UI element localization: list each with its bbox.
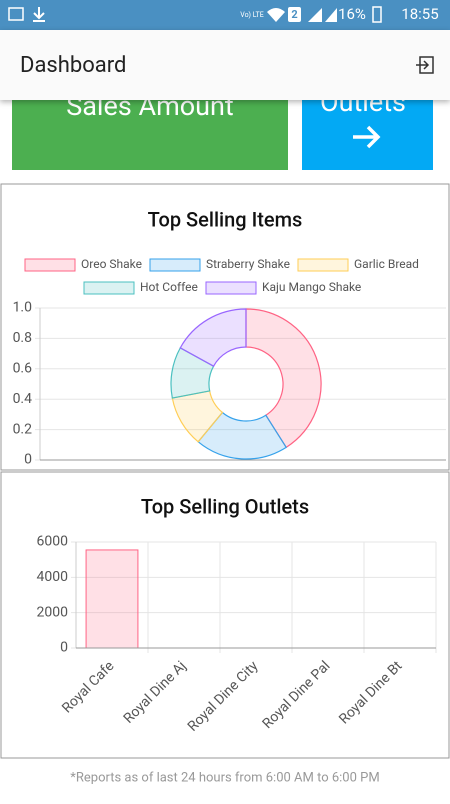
battery-text: 16% bbox=[338, 5, 366, 23]
app-title: Dashboard bbox=[20, 53, 126, 78]
legend-label: Straberry Shake bbox=[206, 257, 290, 271]
logout-arrow bbox=[416, 60, 430, 70]
gallery-icon bbox=[8, 7, 24, 21]
y-tick-label: 0 bbox=[24, 452, 32, 468]
legend-label: Oreo Shake bbox=[81, 257, 142, 271]
legend-label: Hot Coffee bbox=[140, 280, 198, 294]
chart-title: Top Selling Outlets bbox=[141, 494, 309, 518]
items-chart-card bbox=[0, 183, 450, 471]
y-tick-label: 2000 bbox=[37, 604, 69, 620]
logout-icon bbox=[419, 56, 434, 74]
y-tick-label: 0.6 bbox=[13, 361, 33, 377]
donut-segment bbox=[179, 308, 247, 367]
arrow-icon bbox=[353, 125, 381, 149]
y-tick-label: 0.2 bbox=[13, 421, 33, 437]
legend-label: Kaju Mango Shake bbox=[262, 280, 361, 294]
download-icon bbox=[33, 7, 45, 22]
clock: 18:55 bbox=[401, 5, 438, 23]
logout-button[interactable] bbox=[416, 56, 434, 74]
legend-swatch bbox=[24, 258, 76, 272]
y-tick-label: 0.8 bbox=[13, 330, 33, 346]
y-tick-label: 0 bbox=[60, 640, 68, 656]
legend-swatch bbox=[149, 258, 201, 272]
outlets-chart-card bbox=[0, 471, 450, 759]
signal-icon-2 bbox=[325, 8, 337, 22]
sim-number: 2 bbox=[291, 8, 297, 21]
signal-icon bbox=[308, 8, 322, 22]
donut-segment bbox=[245, 308, 322, 449]
legend-swatch bbox=[205, 281, 257, 295]
footer-note: *Reports as of last 24 hours from 6:00 A… bbox=[70, 770, 379, 785]
bar bbox=[85, 549, 139, 649]
legend-label: Garlic Bread bbox=[354, 257, 419, 271]
y-tick-label: 6000 bbox=[37, 534, 69, 550]
chart-title: Top Selling Items bbox=[148, 207, 303, 231]
y-tick-label: 4000 bbox=[37, 569, 69, 585]
volte-icon: Vo) LTE bbox=[240, 11, 263, 19]
legend-swatch bbox=[297, 258, 349, 272]
y-tick-label: 0.4 bbox=[13, 391, 33, 407]
status-bar bbox=[0, 0, 450, 30]
app-bar bbox=[0, 30, 450, 100]
wifi-icon bbox=[267, 8, 285, 22]
sim-badge bbox=[288, 7, 301, 22]
y-tick-label: 1.0 bbox=[13, 300, 33, 316]
legend-swatch bbox=[83, 281, 135, 295]
battery-icon bbox=[372, 6, 382, 23]
